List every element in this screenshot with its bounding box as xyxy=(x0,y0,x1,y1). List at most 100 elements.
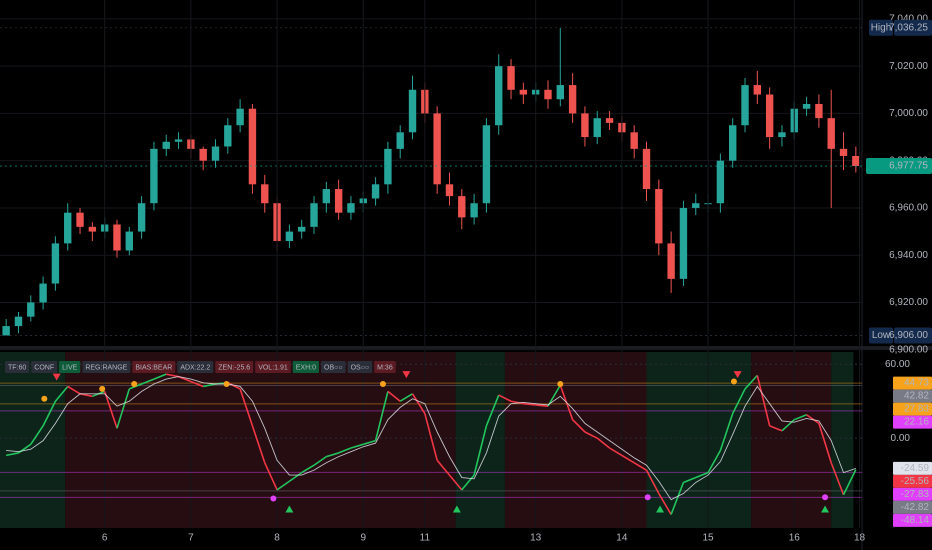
candle-body xyxy=(482,125,491,204)
oscillator-segment xyxy=(683,476,697,484)
status-tag-bg xyxy=(132,361,176,373)
status-tag: ADX:22.2 xyxy=(180,364,210,371)
candle-body xyxy=(433,113,441,185)
sell-triangle xyxy=(733,371,742,379)
price-tag-bg xyxy=(894,19,932,36)
candle-body xyxy=(371,184,380,199)
candle-body xyxy=(64,212,72,244)
price-tag-bg xyxy=(894,327,932,344)
candle-body xyxy=(248,108,257,185)
oscillator-segment xyxy=(338,447,352,454)
sell-triangle xyxy=(402,371,411,379)
oscillator-segment xyxy=(461,474,475,491)
y-tick-label: 7,040.00 xyxy=(889,14,928,25)
price-tag-name: Low xyxy=(872,330,891,341)
candle-body xyxy=(605,118,614,123)
value-tag: 27.83 xyxy=(904,404,929,415)
oscillator-segment xyxy=(756,375,771,427)
status-tag: OB○○ xyxy=(324,364,343,371)
candle-body xyxy=(88,226,97,232)
oscillator-segment xyxy=(239,388,254,427)
value-tag-bg xyxy=(893,513,932,527)
value-tag-bg xyxy=(893,376,932,390)
status-tag: VOL:1.91 xyxy=(258,364,288,371)
y-tick-label: 7,000.00 xyxy=(889,108,928,119)
oscillator-segment xyxy=(153,373,167,380)
oscillator-segment xyxy=(313,455,327,466)
signal-dot xyxy=(99,385,106,392)
oscillator-segment xyxy=(190,380,204,388)
status-tag-bg xyxy=(374,361,396,373)
oscillator-segment xyxy=(399,393,413,402)
status-tag-bg xyxy=(82,361,131,373)
oscillator-segment xyxy=(658,493,672,515)
price-tag-value: 6,977.75 xyxy=(889,161,928,172)
oscillator-segment xyxy=(547,384,561,407)
oscillator-segment xyxy=(424,413,438,461)
oscillator-segment xyxy=(473,425,488,476)
oscillator-segment xyxy=(436,459,451,476)
oscillator-segment xyxy=(276,480,290,491)
x-tick-label: 18 xyxy=(854,533,866,544)
candle-body xyxy=(692,203,700,208)
candle-body xyxy=(445,184,454,197)
price-tag-name: High xyxy=(871,22,892,33)
regime-zone xyxy=(646,352,752,528)
status-tag: TF:60 xyxy=(8,364,26,371)
signal-dot xyxy=(557,381,564,387)
oscillator-segment xyxy=(251,425,266,464)
oscillator-segment xyxy=(645,469,660,494)
status-tag: EXH:0 xyxy=(296,364,316,371)
regime-zone xyxy=(504,352,647,528)
oscillator-segment xyxy=(67,385,81,395)
value-tag: 44.73 xyxy=(904,378,929,389)
candle-body xyxy=(2,326,10,336)
oscillator-segment xyxy=(523,402,536,406)
value-tag-bg xyxy=(893,402,932,416)
pane-separator xyxy=(0,346,932,350)
candle-body xyxy=(642,148,651,190)
value-tag-bg xyxy=(893,500,932,514)
oscillator-segment xyxy=(719,413,734,451)
candle-body xyxy=(199,148,207,161)
oscillator-segment xyxy=(448,474,463,491)
oscillator-segment xyxy=(350,443,364,449)
status-tag-bg xyxy=(347,361,373,373)
candle-body xyxy=(519,89,528,95)
x-tick-label: 8 xyxy=(274,533,280,544)
regime-zone xyxy=(455,352,505,528)
value-tag: 42.82 xyxy=(904,391,929,402)
price-tag-name-bg xyxy=(869,19,893,36)
oscillator-segment xyxy=(166,373,179,378)
value-tag: 22.16 xyxy=(904,417,929,428)
value-tag: -25.56 xyxy=(901,476,930,487)
value-tag-bg xyxy=(893,389,932,403)
oscillator-segment xyxy=(374,391,389,441)
x-tick-label: 9 xyxy=(360,533,366,544)
candle-body xyxy=(334,189,343,213)
candle-body xyxy=(581,113,589,138)
signal-line xyxy=(6,376,856,501)
candle-body xyxy=(39,283,47,303)
candle-body xyxy=(544,89,552,100)
candle-body xyxy=(839,148,848,156)
oscillator-segment xyxy=(141,378,155,385)
signal-dot xyxy=(379,381,386,387)
candle-body xyxy=(667,243,675,279)
price-tag-value: 7,036.25 xyxy=(889,22,928,33)
oscillator-segment xyxy=(288,471,303,482)
x-tick-label: 13 xyxy=(530,533,542,544)
price-tag-name-bg xyxy=(869,327,893,344)
candle-body xyxy=(593,118,601,138)
oscillator-segment xyxy=(633,462,647,471)
oscillator-segment xyxy=(584,431,598,439)
buy-triangle xyxy=(452,505,461,513)
oscillator-segment xyxy=(670,482,685,515)
signal-dot xyxy=(223,381,230,387)
candle-body xyxy=(236,108,244,126)
candle-body xyxy=(125,231,133,251)
candle-body xyxy=(630,132,638,149)
candle-body xyxy=(852,155,860,167)
status-tag-bg xyxy=(59,361,81,373)
